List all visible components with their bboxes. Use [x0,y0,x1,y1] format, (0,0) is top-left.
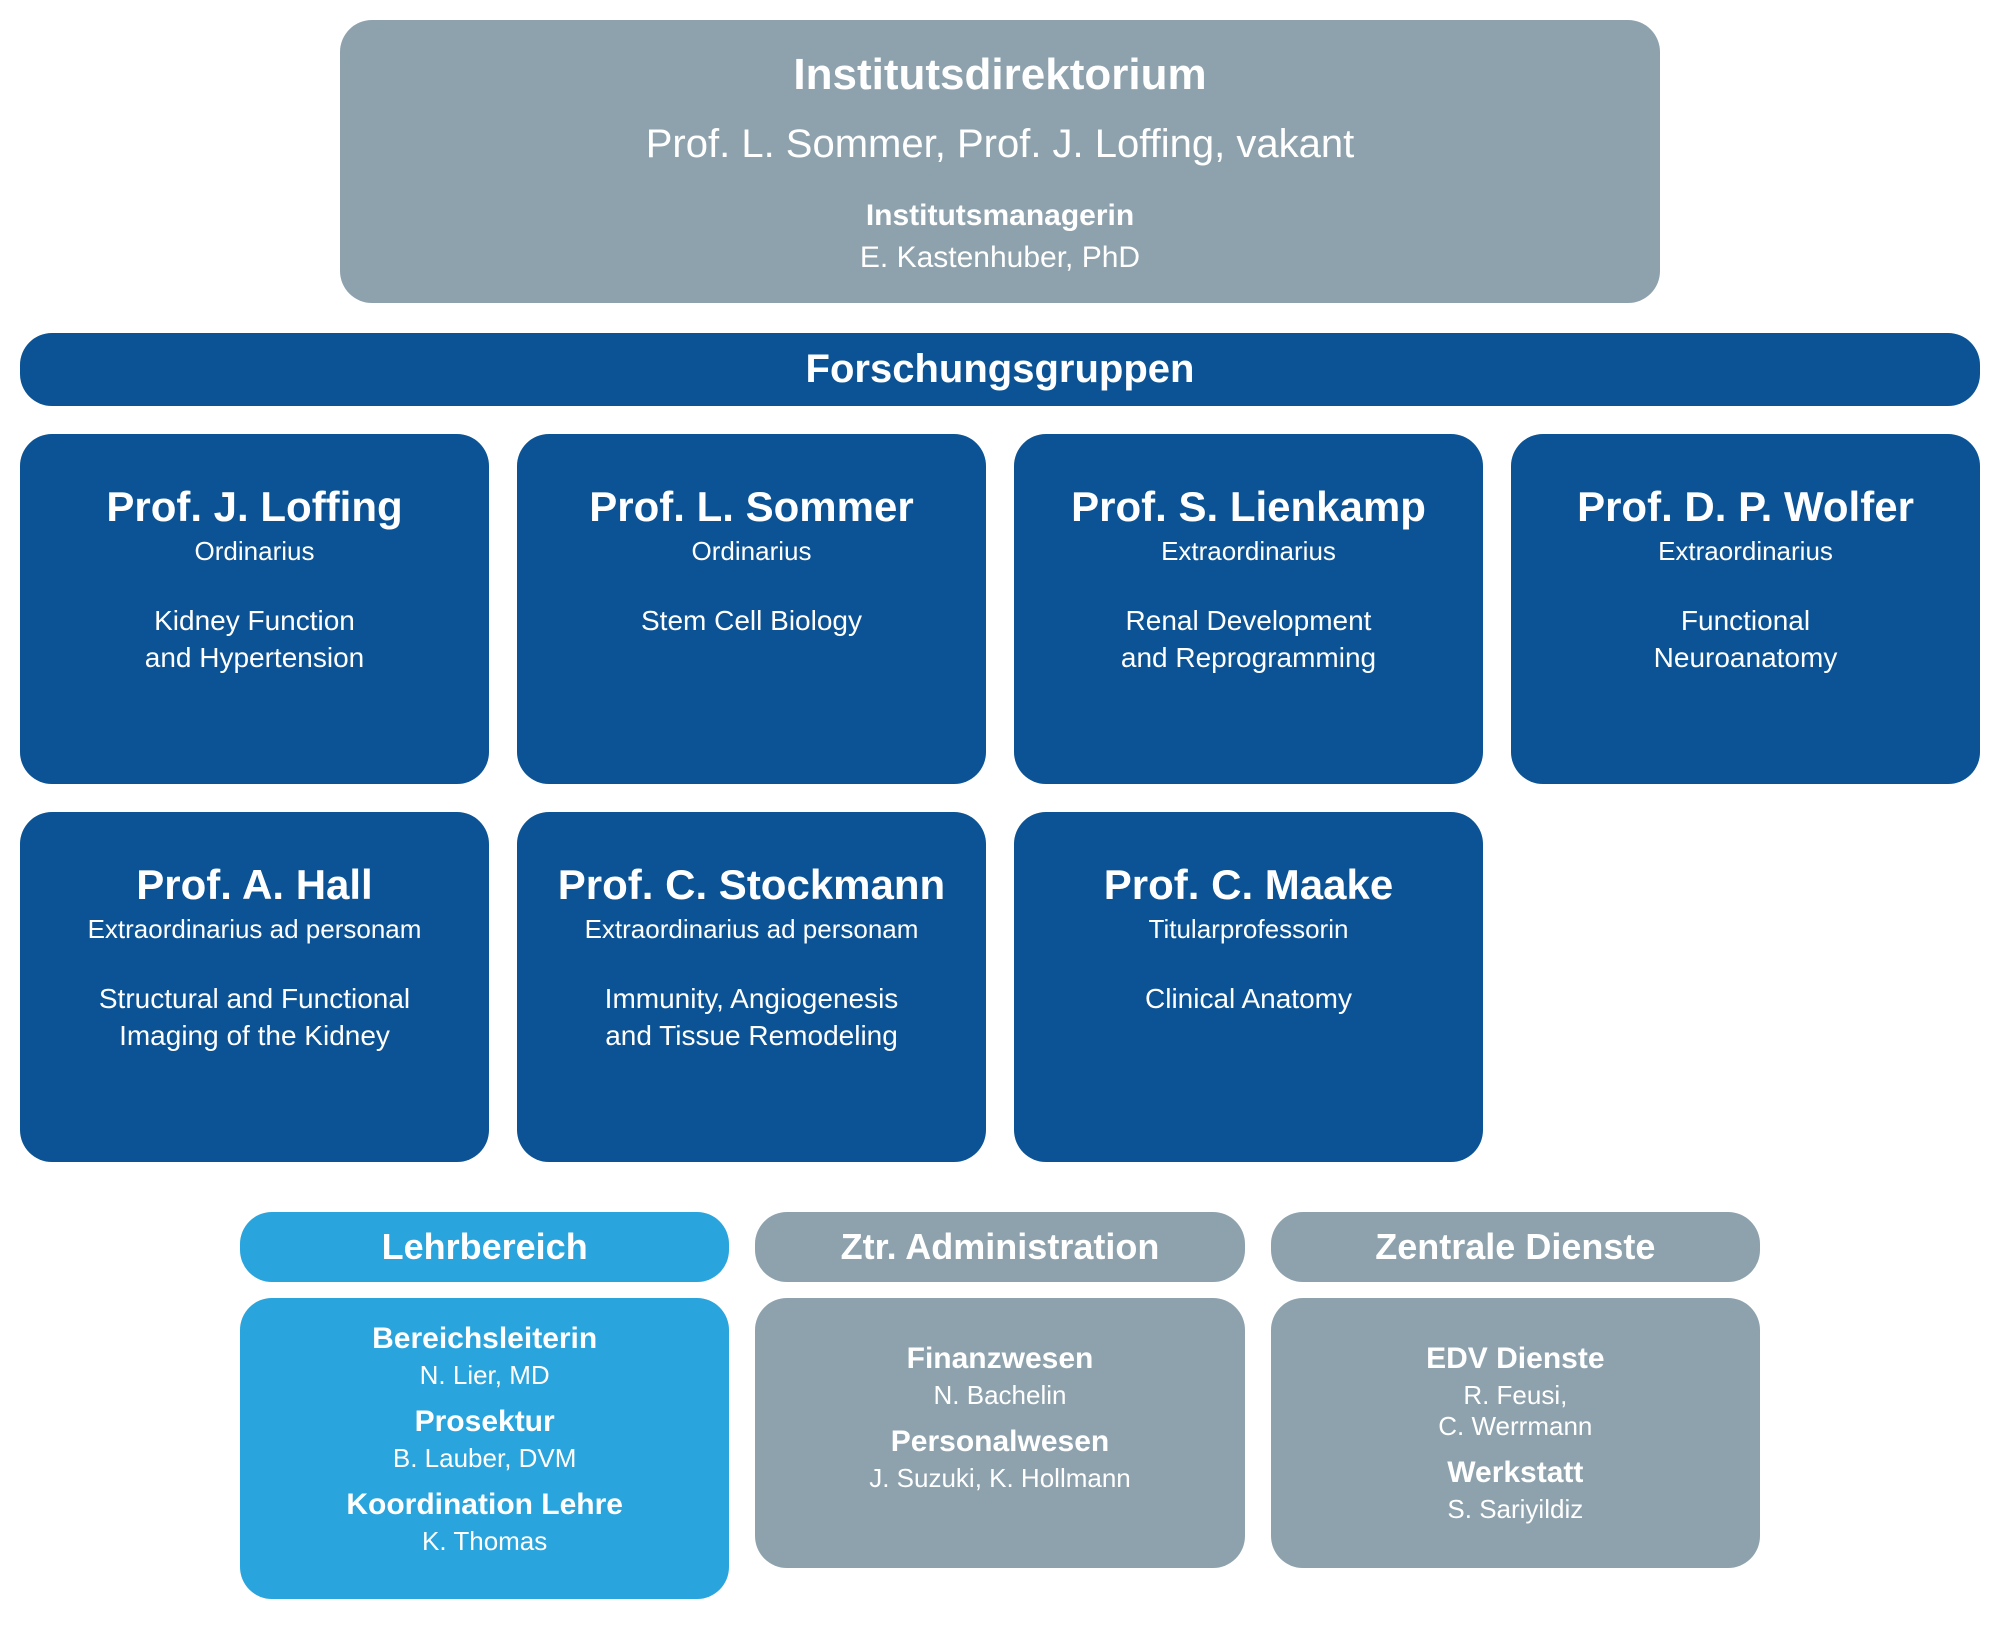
research-group-card: Prof. L. Sommer Ordinarius Stem Cell Biolo… [517,434,986,784]
research-group-name: Prof. J. Loffing [40,484,469,530]
research-group-card: Prof. J. Loffing Ordinarius Kidney Functio… [20,434,489,784]
research-group-rank: Extraordinarius [1034,536,1463,567]
research-group-card: Prof. C. Stockmann Extraordinarius ad per… [517,812,986,1162]
research-section-bar: Forschungsgruppen [20,333,1980,406]
research-group-name: Prof. L. Sommer [537,484,966,530]
bottom-column: Zentrale Dienste EDV Dienste R. Feusi, C. … [1271,1212,1760,1599]
director-title: Institutsdirektorium [793,50,1206,100]
research-group-name: Prof. D. P. Wolfer [1531,484,1960,530]
bottom-section-name: N. Bachelin [775,1380,1224,1411]
research-group-rank: Titularprofessorin [1034,914,1463,945]
bottom-columns: Lehrbereich Bereichsleiterin N. Lier, MD Pr… [240,1212,1760,1599]
research-group-focus: Immunity, Angiogenesis and Tissue Remode… [537,981,966,1054]
research-group-rank: Extraordinarius ad personam [537,914,966,945]
research-group-card: Prof. S. Lienkamp Extraordinarius Renal De… [1014,434,1483,784]
research-group-focus: Kidney Function and Hypertension [40,603,469,676]
bottom-column-body: Bereichsleiterin N. Lier, MD Prosektur B. L… [240,1298,729,1599]
bottom-section-title: EDV Dienste [1291,1342,1740,1376]
research-group-card: Prof. C. Maake Titularprofessorin Clinical… [1014,812,1483,1162]
research-group-name: Prof. A. Hall [40,862,469,908]
director-names: Prof. L. Sommer, Prof. J. Loffing, vakan… [646,122,1354,167]
bottom-section-name: J. Suzuki, K. Hollmann [775,1463,1224,1494]
bottom-section-name: K. Thomas [260,1526,709,1557]
research-group-name: Prof. S. Lienkamp [1034,484,1463,530]
bottom-section-title: Prosektur [260,1405,709,1439]
bottom-column-body: Finanzwesen N. Bachelin Personalwesen J. Su… [755,1298,1244,1568]
bottom-section-name: B. Lauber, DVM [260,1443,709,1474]
research-group-grid: Prof. J. Loffing Ordinarius Kidney Functio… [20,434,1980,1162]
research-group-focus: Functional Neuroanatomy [1531,603,1960,676]
director-manager-title: Institutsmanagerin [866,199,1134,233]
research-group-name: Prof. C. Maake [1034,862,1463,908]
bottom-column-header: Lehrbereich [240,1212,729,1282]
research-group-rank: Ordinarius [537,536,966,567]
research-group-focus: Structural and Functional Imaging of the… [40,981,469,1054]
bottom-section-title: Finanzwesen [775,1342,1224,1376]
research-group-rank: Ordinarius [40,536,469,567]
research-group-name: Prof. C. Stockmann [537,862,966,908]
bottom-section-title: Koordination Lehre [260,1488,709,1522]
research-group-rank: Extraordinarius [1531,536,1960,567]
bottom-section-name: S. Sariyildiz [1291,1494,1740,1525]
bottom-section-title: Personalwesen [775,1425,1224,1459]
bottom-section-name: R. Feusi, C. Werrmann [1291,1380,1740,1442]
bottom-column-body: EDV Dienste R. Feusi, C. Werrmann Werkstat… [1271,1298,1760,1568]
research-group-focus: Stem Cell Biology [537,603,966,639]
bottom-column: Lehrbereich Bereichsleiterin N. Lier, MD Pr… [240,1212,729,1599]
research-group-focus: Clinical Anatomy [1034,981,1463,1017]
research-group-card: Prof. A. Hall Extraordinarius ad personam… [20,812,489,1162]
director-manager-name: E. Kastenhuber, PhD [860,241,1140,275]
bottom-column-header: Zentrale Dienste [1271,1212,1760,1282]
bottom-section-title: Bereichsleiterin [260,1322,709,1356]
bottom-section-title: Werkstatt [1291,1456,1740,1490]
research-group-focus: Renal Development and Reprogramming [1034,603,1463,676]
director-box: Institutsdirektorium Prof. L. Sommer, Pr… [340,20,1660,303]
bottom-section-name: N. Lier, MD [260,1360,709,1391]
bottom-column-header: Ztr. Administration [755,1212,1244,1282]
research-group-rank: Extraordinarius ad personam [40,914,469,945]
org-chart: Institutsdirektorium Prof. L. Sommer, Pr… [20,20,1980,1599]
bottom-column: Ztr. Administration Finanzwesen N. Bacheli… [755,1212,1244,1599]
research-group-card: Prof. D. P. Wolfer Extraordinarius Functio… [1511,434,1980,784]
